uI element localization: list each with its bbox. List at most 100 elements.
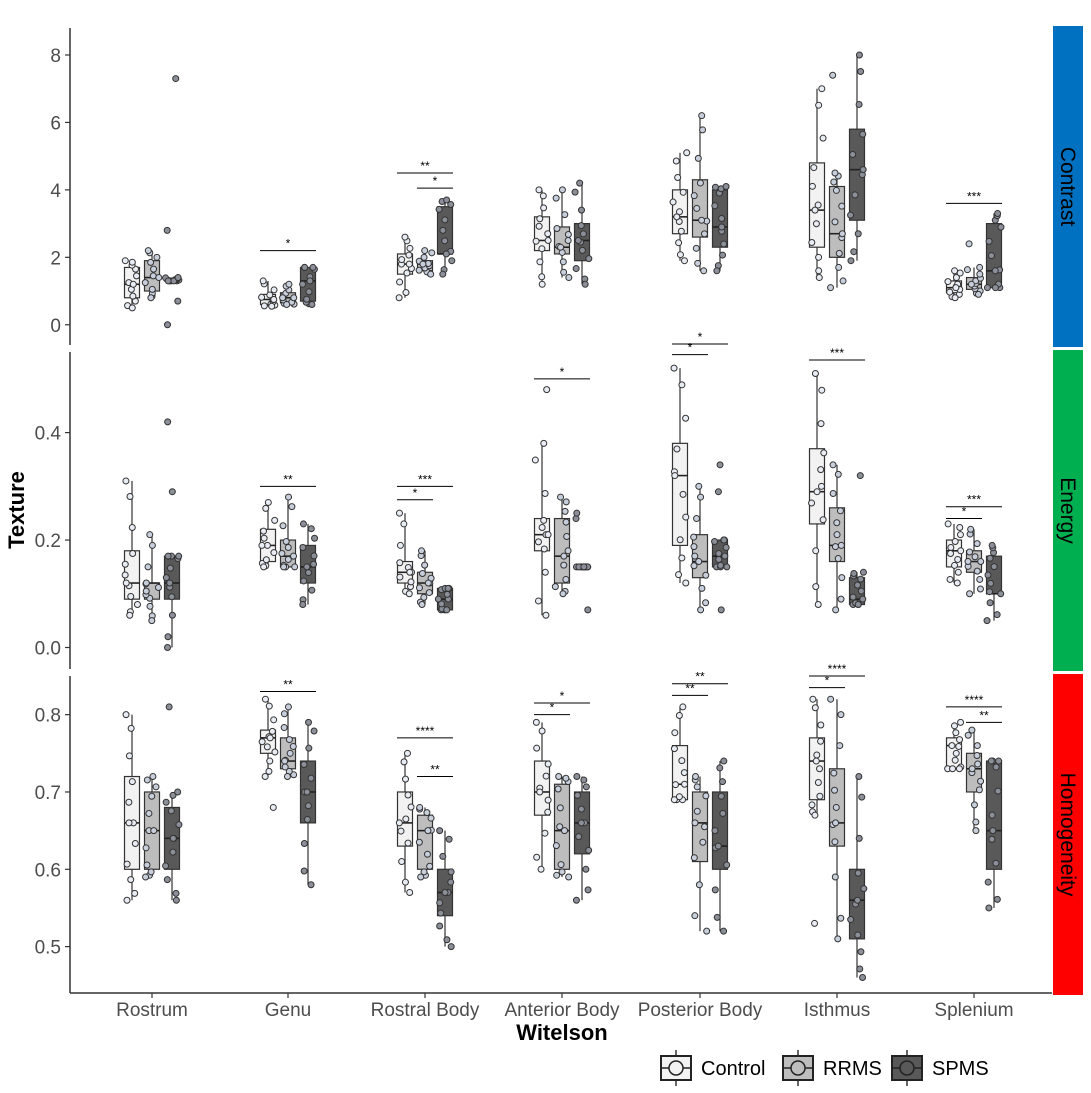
data-point bbox=[541, 489, 549, 497]
data-point bbox=[128, 524, 136, 532]
data-point bbox=[957, 718, 965, 726]
data-point bbox=[690, 543, 698, 551]
strip-contrast bbox=[1053, 26, 1083, 347]
data-point bbox=[142, 844, 150, 852]
data-point bbox=[533, 853, 541, 861]
data-point bbox=[544, 808, 552, 816]
y-tick-label: 0.8 bbox=[35, 706, 61, 727]
data-point bbox=[436, 899, 444, 907]
data-point bbox=[535, 186, 543, 194]
data-point bbox=[977, 777, 985, 785]
data-point bbox=[717, 606, 725, 614]
data-point bbox=[445, 835, 453, 843]
data-point bbox=[699, 126, 707, 134]
data-point bbox=[174, 788, 182, 796]
data-point bbox=[672, 157, 680, 165]
data-point bbox=[268, 727, 276, 735]
data-point bbox=[944, 520, 952, 528]
data-point bbox=[420, 868, 428, 876]
box-contrast-splenium-rrms bbox=[963, 240, 984, 298]
data-point bbox=[715, 555, 723, 563]
data-point bbox=[812, 547, 820, 555]
data-point bbox=[443, 606, 451, 614]
data-point bbox=[126, 611, 134, 619]
significance-bracket: *** bbox=[946, 493, 1002, 508]
data-point bbox=[695, 558, 703, 566]
data-point bbox=[836, 507, 844, 515]
panels-layer: 02468Contrast*******0.00.20.4Energy*****… bbox=[35, 26, 1083, 995]
data-point bbox=[859, 166, 867, 174]
data-point bbox=[965, 240, 973, 248]
box-energy-rostrum-rrms bbox=[142, 531, 162, 625]
data-point bbox=[168, 488, 176, 496]
box-homogeneity-splenium-control bbox=[944, 718, 965, 773]
box-energy-isthmus-rrms bbox=[828, 461, 846, 614]
data-point bbox=[121, 560, 129, 568]
data-point bbox=[405, 251, 413, 259]
data-point bbox=[697, 493, 705, 501]
data-point bbox=[831, 786, 839, 794]
data-point bbox=[123, 860, 131, 868]
data-point bbox=[827, 284, 835, 292]
strip-homogeneity bbox=[1053, 674, 1083, 995]
data-point bbox=[283, 773, 291, 781]
box-contrast-posterior-body-rrms bbox=[690, 112, 711, 275]
data-point bbox=[976, 263, 984, 271]
data-point bbox=[817, 482, 825, 490]
data-point bbox=[584, 606, 592, 614]
data-point bbox=[810, 164, 818, 172]
data-point bbox=[143, 861, 151, 869]
data-point bbox=[131, 889, 139, 897]
data-point bbox=[427, 270, 435, 278]
data-point bbox=[557, 861, 565, 869]
data-point bbox=[850, 248, 858, 256]
data-point bbox=[967, 525, 975, 533]
strip-label-energy: Energy bbox=[1056, 477, 1079, 544]
data-point bbox=[974, 760, 982, 768]
data-point bbox=[954, 555, 962, 563]
data-point bbox=[713, 913, 721, 921]
data-point bbox=[300, 867, 308, 875]
data-point bbox=[395, 294, 403, 302]
data-point bbox=[131, 840, 139, 848]
significance-bracket: **** bbox=[809, 662, 865, 677]
box-contrast-anterior-body-control bbox=[532, 186, 552, 288]
data-point bbox=[813, 488, 821, 496]
data-point bbox=[162, 798, 170, 806]
data-point bbox=[127, 724, 135, 732]
significance-bracket: * bbox=[534, 689, 590, 704]
data-point bbox=[291, 563, 299, 571]
data-point bbox=[817, 737, 825, 745]
data-point bbox=[299, 544, 307, 552]
data-point bbox=[554, 785, 562, 793]
box-energy-genu-spms bbox=[299, 520, 319, 609]
data-point bbox=[952, 749, 960, 757]
box-energy-posterior-body-rrms bbox=[690, 482, 710, 614]
data-point bbox=[163, 226, 171, 234]
data-point bbox=[703, 927, 711, 935]
data-point bbox=[270, 295, 278, 303]
data-point bbox=[128, 304, 136, 312]
data-point bbox=[441, 216, 449, 224]
data-point bbox=[144, 563, 152, 571]
data-point bbox=[944, 278, 952, 286]
data-point bbox=[395, 819, 403, 827]
data-point bbox=[990, 563, 998, 571]
data-point bbox=[121, 257, 129, 265]
box-homogeneity-genu-rrms bbox=[279, 703, 298, 781]
data-point bbox=[815, 253, 823, 261]
data-point bbox=[540, 545, 548, 553]
data-point bbox=[714, 488, 722, 496]
data-point bbox=[563, 532, 571, 540]
data-point bbox=[286, 749, 294, 757]
data-point bbox=[985, 904, 993, 912]
data-point bbox=[145, 809, 153, 817]
data-point bbox=[833, 531, 841, 539]
data-point bbox=[830, 178, 838, 186]
data-point bbox=[540, 516, 548, 524]
box-contrast-genu-rrms bbox=[279, 280, 298, 309]
data-point bbox=[994, 209, 1002, 217]
x-tick-label: Posterior Body bbox=[638, 1000, 763, 1021]
data-point bbox=[154, 584, 162, 592]
